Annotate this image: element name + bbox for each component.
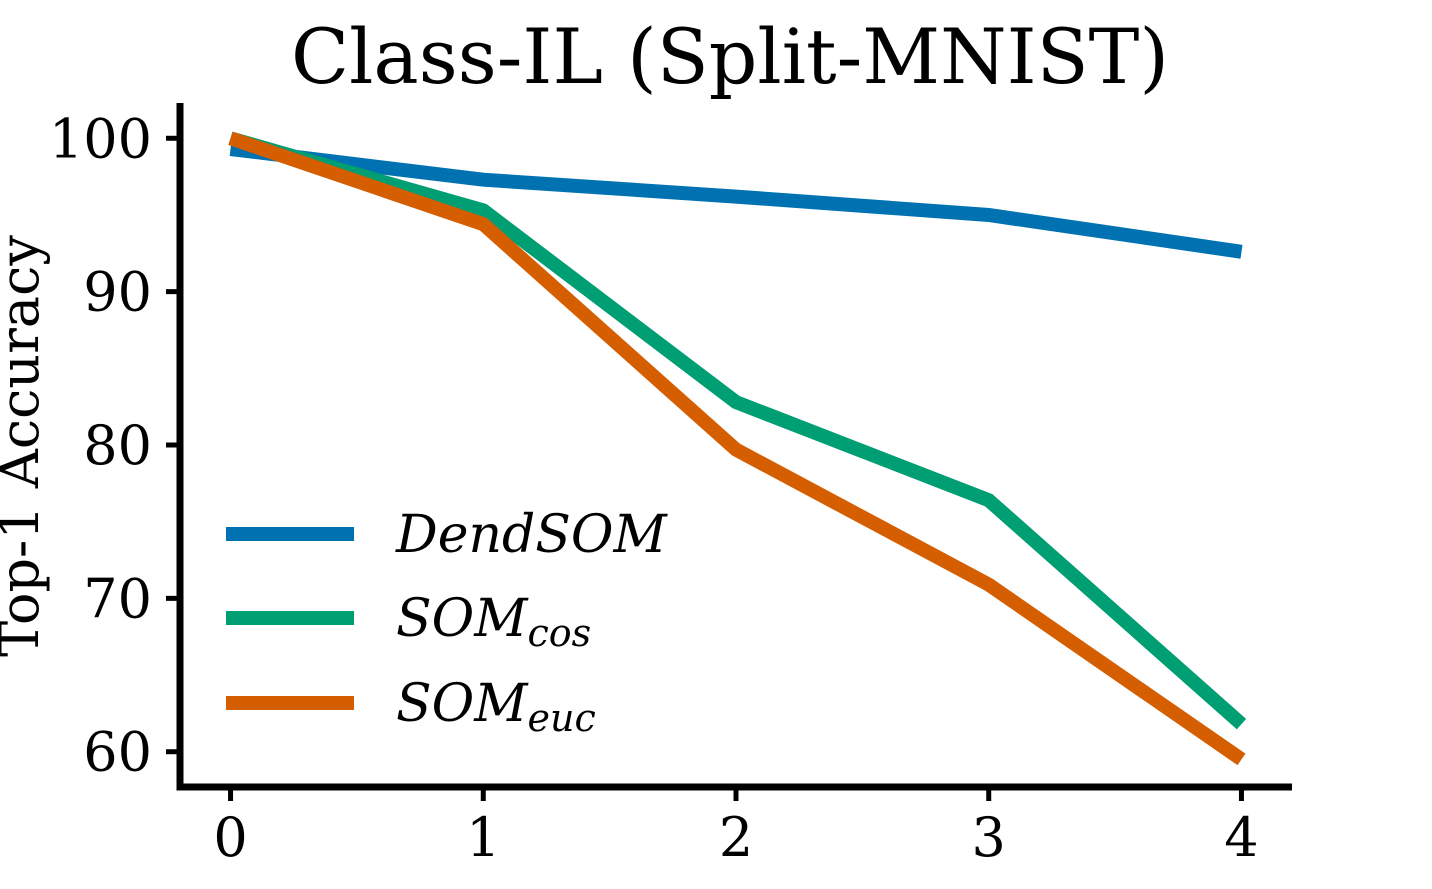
y-tick-label: 60 xyxy=(83,721,152,784)
y-tick-label: 80 xyxy=(83,414,152,477)
series-line-someuc xyxy=(228,131,1246,766)
x-tick-label: 2 xyxy=(719,806,753,869)
y-tick-label: 90 xyxy=(83,261,152,324)
legend: DendSOM SOMcos SOMeuc xyxy=(226,505,668,740)
legend-label-someuc: SOMeuc xyxy=(396,674,596,740)
series-line-somcos xyxy=(228,131,1247,730)
legend-label-somcos: SOMcos xyxy=(396,589,591,655)
x-tick-label: 0 xyxy=(213,806,247,869)
plot-lines xyxy=(228,131,1247,766)
y-axis-label: Top-1 Accuracy xyxy=(0,235,51,657)
x-tick-label: 3 xyxy=(972,806,1006,869)
x-tick-label: 4 xyxy=(1224,806,1258,869)
x-tick-label: 1 xyxy=(466,806,500,869)
y-tick-label: 70 xyxy=(83,567,152,630)
x-ticks: 0 1 2 3 4 xyxy=(213,787,1259,869)
y-tick-label: 100 xyxy=(49,107,152,170)
legend-label-dendsom: DendSOM xyxy=(395,505,668,565)
series-line-dendsom xyxy=(229,142,1243,259)
y-ticks: 60 70 80 90 100 xyxy=(49,107,180,784)
chart-title: Class-IL (Split-MNIST) xyxy=(291,12,1169,101)
